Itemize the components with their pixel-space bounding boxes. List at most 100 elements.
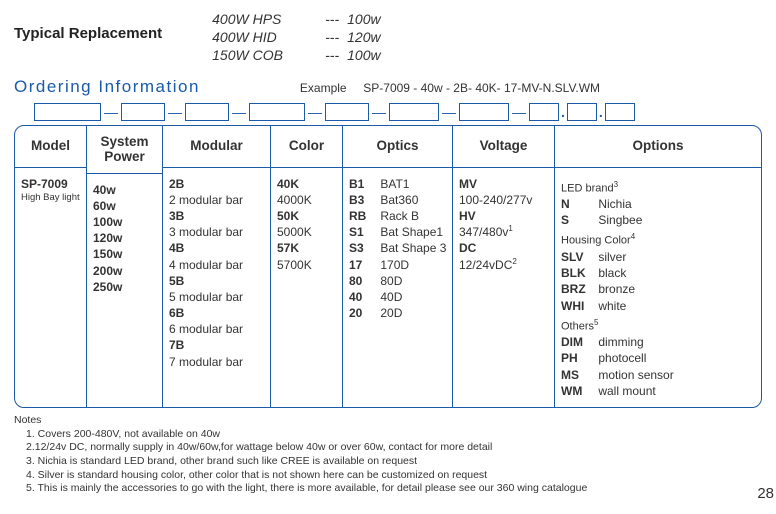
color-code: 57K	[277, 240, 336, 256]
separator-dash: —	[305, 104, 325, 120]
voltage-code: HV	[459, 208, 548, 224]
note-item: 4. Silver is standard housing color, oth…	[14, 469, 762, 483]
modular-desc: 5 modular bar	[169, 289, 264, 305]
example-label: Example	[300, 81, 347, 95]
col-modular: Modular 2B2 modular bar3B3 modular bar4B…	[163, 126, 271, 407]
col-head-color: Color	[271, 126, 342, 168]
note-item: 5. This is mainly the accessories to go …	[14, 482, 762, 496]
options-item: DIM dimming	[561, 334, 755, 350]
optics-item: RB Rack B	[349, 208, 446, 224]
separator-dash: —	[509, 104, 529, 120]
separator-dash: —	[165, 104, 185, 120]
modular-desc: 4 modular bar	[169, 257, 264, 273]
options-item: WM wall mount	[561, 383, 755, 399]
power-item: 40w	[93, 182, 156, 198]
optics-item: S1 Bat Shape1	[349, 224, 446, 240]
color-body: 40K4000K50K5000K57K5700K	[271, 168, 342, 281]
replacement-row: 150W COB---100w	[212, 46, 380, 64]
modular-code: 5B	[169, 273, 264, 289]
color-desc: 5000K	[277, 224, 336, 240]
modular-desc: 7 modular bar	[169, 354, 264, 370]
options-item: PH photocell	[561, 350, 755, 366]
options-section-label: LED brand3	[561, 180, 755, 197]
col-optics: Optics B1 BAT1B3 Bat360RB Rack BS1 Bat S…	[343, 126, 453, 407]
power-item: 100w	[93, 214, 156, 230]
separator-dot: .	[559, 104, 567, 120]
optics-body: B1 BAT1B3 Bat360RB Rack BS1 Bat Shape1S3…	[343, 168, 452, 330]
separator-dash: —	[229, 104, 249, 120]
typical-replacement-section: Typical Replacement 400W HPS---100w400W …	[14, 10, 762, 65]
code-box	[249, 103, 305, 121]
col-options: Options LED brand3N NichiaS SingbeeHousi…	[555, 126, 761, 407]
options-item: WHI white	[561, 298, 755, 314]
options-item: BRZ bronze	[561, 281, 755, 297]
color-code: 40K	[277, 176, 336, 192]
col-color: Color 40K4000K50K5000K57K5700K	[271, 126, 343, 407]
col-head-voltage: Voltage	[453, 126, 554, 168]
modular-code: 6B	[169, 305, 264, 321]
notes-section: Notes 1. Covers 200-480V, not available …	[14, 414, 762, 496]
note-item: 1. Covers 200-480V, not available on 40w	[14, 428, 762, 442]
optics-item: B3 Bat360	[349, 192, 446, 208]
col-head-modular: Modular	[163, 126, 270, 168]
modular-code: 4B	[169, 240, 264, 256]
separator-dash: —	[439, 104, 459, 120]
modular-body: 2B2 modular bar3B3 modular bar4B4 modula…	[163, 168, 270, 378]
power-body: 40w60w100w120w150w200w250w	[87, 174, 162, 303]
options-item: MS motion sensor	[561, 367, 755, 383]
options-body: LED brand3N NichiaS SingbeeHousing Color…	[555, 168, 761, 407]
separator-dot: .	[597, 104, 605, 120]
model-code: SP-7009	[21, 176, 80, 192]
color-code: 50K	[277, 208, 336, 224]
replacement-row: 400W HPS---100w	[212, 10, 380, 28]
power-item: 120w	[93, 230, 156, 246]
optics-item: S3 Bat Shape 3	[349, 240, 446, 256]
voltage-code: MV	[459, 176, 548, 192]
separator-dash: —	[369, 104, 389, 120]
color-desc: 5700K	[277, 257, 336, 273]
optics-item: B1 BAT1	[349, 176, 446, 192]
code-boxes: — — — — — — —..	[14, 103, 762, 121]
code-box	[185, 103, 229, 121]
color-desc: 4000K	[277, 192, 336, 208]
col-model: Model SP-7009 High Bay light	[15, 126, 87, 407]
col-power: System Power 40w60w100w120w150w200w250w	[87, 126, 163, 407]
notes-list: 1. Covers 200-480V, not available on 40w…	[14, 428, 762, 496]
note-item: 2.12/24v DC, normally supply in 40w/60w,…	[14, 441, 762, 455]
note-item: 3. Nichia is standard LED brand, other b…	[14, 455, 762, 469]
model-sub: High Bay light	[21, 192, 80, 205]
options-section-label: Others5	[561, 318, 755, 335]
voltage-desc: 100-240/277v	[459, 192, 548, 208]
voltage-desc: 12/24vDC2	[459, 257, 548, 273]
code-box	[389, 103, 439, 121]
col-head-optics: Optics	[343, 126, 452, 168]
voltage-code: DC	[459, 240, 548, 256]
modular-desc: 3 modular bar	[169, 224, 264, 240]
options-item: N Nichia	[561, 196, 755, 212]
code-box	[567, 103, 597, 121]
modular-code: 3B	[169, 208, 264, 224]
optics-item: 80 80D	[349, 273, 446, 289]
code-box	[34, 103, 101, 121]
ordering-header: Ordering Information Example SP-7009 - 4…	[14, 77, 762, 97]
example-text: Example SP-7009 - 40w - 2B- 40K- 17-MV-N…	[300, 81, 600, 95]
col-head-model: Model	[15, 126, 86, 168]
voltage-desc: 347/480v1	[459, 224, 548, 240]
modular-code: 7B	[169, 337, 264, 353]
code-box	[605, 103, 635, 121]
replacement-table: 400W HPS---100w400W HID---120w150W COB--…	[212, 10, 380, 65]
power-item: 200w	[93, 263, 156, 279]
modular-code: 2B	[169, 176, 264, 192]
col-voltage: Voltage MV100-240/277vHV347/480v1DC12/24…	[453, 126, 555, 407]
options-item: SLV silver	[561, 249, 755, 265]
col-head-options: Options	[555, 126, 761, 168]
typical-replacement-label: Typical Replacement	[14, 10, 162, 42]
replacement-row: 400W HID---120w	[212, 28, 380, 46]
optics-item: 20 20D	[349, 305, 446, 321]
code-box	[121, 103, 165, 121]
power-item: 250w	[93, 279, 156, 295]
options-item: S Singbee	[561, 212, 755, 228]
ordering-title: Ordering Information	[14, 77, 200, 97]
separator-dash: —	[101, 104, 121, 120]
code-box	[529, 103, 559, 121]
